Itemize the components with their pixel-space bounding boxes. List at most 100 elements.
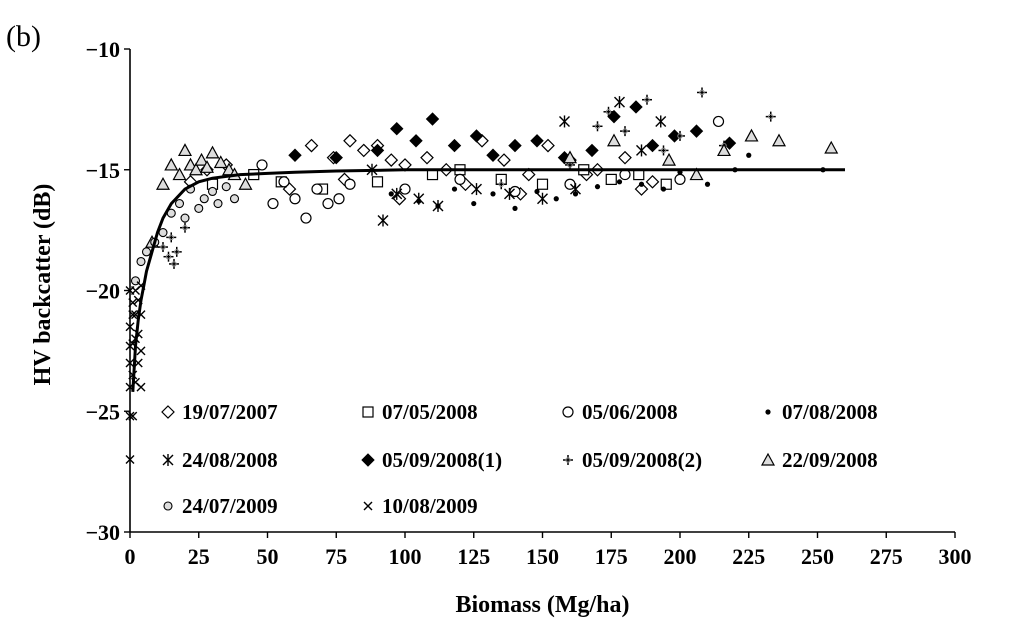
data-point bbox=[256, 159, 268, 171]
data-point bbox=[267, 197, 279, 210]
legend-label: 19/07/2007 bbox=[182, 400, 278, 424]
data-point bbox=[451, 186, 458, 192]
data-point bbox=[469, 129, 484, 143]
legend-label: 24/08/2008 bbox=[182, 448, 278, 472]
data-point bbox=[536, 178, 549, 190]
data-point bbox=[289, 193, 301, 205]
legend-item: 05/06/2008 bbox=[562, 400, 678, 424]
data-point bbox=[399, 183, 411, 195]
legend-label: 24/07/2009 bbox=[182, 494, 278, 518]
data-point bbox=[512, 205, 518, 211]
data-point bbox=[300, 212, 312, 224]
legend-label: 05/09/2008(1) bbox=[382, 448, 502, 472]
data-point bbox=[771, 133, 787, 147]
legend-label: 22/09/2008 bbox=[782, 448, 878, 472]
data-point bbox=[136, 346, 146, 356]
data-point bbox=[645, 174, 660, 189]
data-point bbox=[141, 247, 152, 257]
data-point bbox=[180, 213, 190, 223]
legend-item: 19/07/2007 bbox=[161, 400, 278, 424]
x-tick-label: 300 bbox=[939, 544, 972, 569]
legend-marker bbox=[362, 406, 374, 418]
legend-item: 05/09/2008(1) bbox=[361, 448, 502, 472]
legend-item: 22/09/2008 bbox=[760, 448, 878, 472]
data-point bbox=[207, 186, 218, 197]
data-point bbox=[592, 121, 603, 132]
data-point bbox=[356, 143, 371, 158]
data-point bbox=[288, 148, 302, 162]
data-point bbox=[658, 145, 669, 156]
data-point bbox=[471, 200, 477, 207]
data-point bbox=[343, 133, 357, 148]
data-point bbox=[377, 214, 389, 227]
data-point bbox=[655, 115, 667, 128]
data-point bbox=[194, 203, 204, 213]
x-tick-label: 25 bbox=[188, 544, 210, 569]
data-point bbox=[661, 152, 677, 166]
y-tick-label: −15 bbox=[85, 158, 120, 183]
data-point bbox=[169, 258, 179, 269]
legend-label: 10/08/2009 bbox=[382, 494, 478, 518]
data-point bbox=[221, 182, 231, 192]
data-point bbox=[158, 242, 168, 253]
data-point bbox=[570, 183, 581, 196]
data-point bbox=[432, 199, 444, 212]
legend-marker bbox=[363, 501, 373, 511]
data-point bbox=[213, 155, 228, 169]
data-point bbox=[388, 191, 394, 197]
series-9 bbox=[130, 182, 240, 286]
legend-item: 24/08/2008 bbox=[162, 448, 278, 472]
legend-label: 07/08/2008 bbox=[782, 400, 878, 424]
data-point bbox=[585, 143, 599, 158]
data-point bbox=[594, 184, 601, 190]
legend-item: 07/05/2008 bbox=[362, 400, 478, 424]
data-point bbox=[136, 256, 146, 267]
data-point bbox=[746, 152, 752, 158]
data-point bbox=[454, 173, 466, 186]
data-point bbox=[553, 196, 559, 202]
x-tick-label: 200 bbox=[664, 544, 697, 569]
data-point bbox=[504, 187, 515, 200]
panel-label: (b) bbox=[6, 20, 41, 53]
data-point bbox=[136, 382, 146, 392]
data-point bbox=[413, 192, 425, 205]
data-point bbox=[645, 138, 660, 153]
data-point bbox=[486, 148, 500, 162]
legend-marker bbox=[563, 455, 573, 465]
data-point bbox=[697, 87, 707, 98]
data-point bbox=[238, 176, 253, 190]
y-tick-label: −10 bbox=[85, 37, 120, 62]
data-point bbox=[125, 358, 135, 368]
data-point bbox=[537, 192, 548, 205]
data-point bbox=[508, 138, 522, 153]
x-tick-label: 275 bbox=[870, 544, 903, 569]
data-point bbox=[409, 134, 423, 148]
data-point bbox=[744, 128, 759, 142]
data-point bbox=[689, 124, 704, 138]
data-point bbox=[521, 167, 536, 182]
x-tick-label: 75 bbox=[325, 544, 347, 569]
x-tick-label: 250 bbox=[801, 544, 834, 569]
data-point bbox=[634, 182, 649, 196]
data-point bbox=[642, 94, 652, 105]
legend-label: 07/05/2008 bbox=[382, 400, 478, 424]
fit-curve bbox=[131, 168, 845, 392]
data-point bbox=[384, 153, 399, 167]
data-point bbox=[371, 176, 384, 188]
data-point bbox=[614, 96, 625, 109]
legend: 19/07/2007 07/05/2008 05/06/2008 07/08/2008… bbox=[161, 400, 878, 518]
data-point bbox=[164, 157, 179, 171]
legend-label: 05/06/2008 bbox=[582, 400, 678, 424]
data-marks bbox=[125, 87, 845, 465]
series-8 bbox=[144, 128, 839, 248]
legend-marker bbox=[765, 409, 771, 415]
data-point bbox=[497, 153, 511, 167]
data-point bbox=[158, 227, 168, 238]
data-point bbox=[629, 100, 643, 114]
data-point bbox=[199, 160, 215, 173]
data-point bbox=[603, 106, 614, 117]
data-point bbox=[712, 115, 725, 128]
legend-marker bbox=[161, 405, 175, 419]
x-tick-label: 175 bbox=[595, 544, 628, 569]
data-point bbox=[125, 411, 135, 421]
